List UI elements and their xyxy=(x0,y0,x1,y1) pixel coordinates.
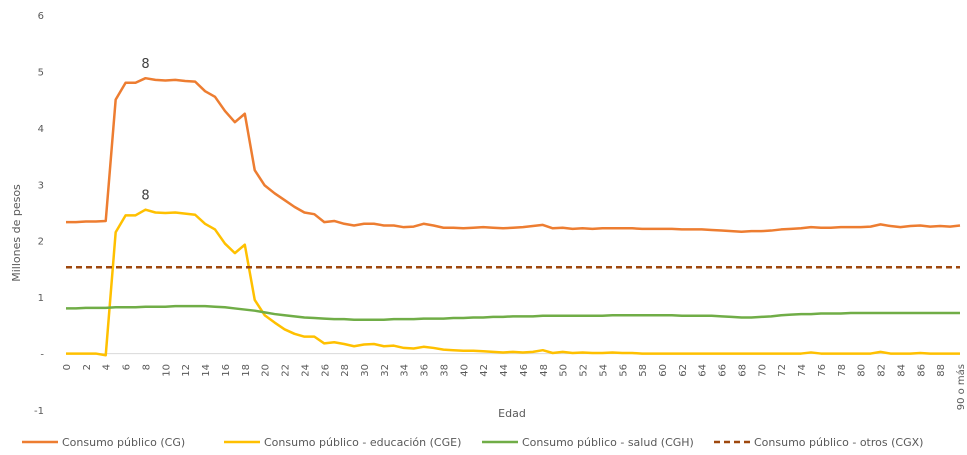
x-tick-label: 50 xyxy=(559,364,570,377)
x-tick-label: 44 xyxy=(499,364,510,377)
y-tick-label: -1 xyxy=(34,406,44,417)
y-tick-label: 6 xyxy=(38,11,44,22)
legend: Consumo público (CG) Consumo público - ed… xyxy=(22,436,923,449)
x-tick-label: 58 xyxy=(638,364,649,377)
x-tick-label: 8 xyxy=(141,364,152,370)
x-tick-label: 68 xyxy=(737,364,748,377)
x-axis-ticks: 0 2 4 6 8 10 12 14 16 18 20 22 24 26 28 30 32 34 36 38 40 42 4… xyxy=(62,364,967,410)
x-tick-label: 42 xyxy=(479,364,490,377)
x-tick-label: 54 xyxy=(598,364,609,377)
y-tick-label: 5 xyxy=(38,67,44,78)
x-tick-label: 52 xyxy=(579,364,590,377)
x-tick-label: 74 xyxy=(797,364,808,377)
x-tick-label: 32 xyxy=(380,364,391,377)
x-tick-label: 72 xyxy=(777,364,788,377)
x-tick-label: 14 xyxy=(201,364,212,377)
y-tick-label: 3 xyxy=(38,180,44,191)
data-label: 8 xyxy=(141,189,149,204)
x-tick-label: 82 xyxy=(877,364,888,377)
series-lines xyxy=(66,76,961,357)
x-tick-label: 76 xyxy=(817,364,828,377)
series-line-0 xyxy=(66,76,961,233)
x-tick-label: 24 xyxy=(300,364,311,377)
x-tick-label: 66 xyxy=(718,364,729,377)
legend-label-1: Consumo público - educación (CGE) xyxy=(264,436,461,449)
x-tick-label: 34 xyxy=(400,364,411,377)
data-labels: 88 xyxy=(141,57,149,203)
x-tick-label: 30 xyxy=(360,364,371,377)
x-tick-label: 16 xyxy=(221,364,232,377)
x-tick-label: 6 xyxy=(122,364,133,370)
legend-label-3: Consumo público - otros (CGX) xyxy=(754,436,923,449)
x-tick-label: 48 xyxy=(539,364,550,377)
x-tick-label: 62 xyxy=(678,364,689,377)
y-tick-label: 1 xyxy=(38,293,44,304)
legend-label-0: Consumo público (CG) xyxy=(62,436,185,449)
x-tick-label: 60 xyxy=(658,364,669,377)
x-tick-label: 12 xyxy=(181,364,192,377)
x-tick-label: 88 xyxy=(936,364,947,377)
y-tick-label: 4 xyxy=(38,124,44,135)
x-tick-label: 18 xyxy=(241,364,252,377)
x-tick-label: 86 xyxy=(916,364,927,377)
legend-label-2: Consumo público - salud (CGH) xyxy=(522,436,694,449)
x-tick-label: 78 xyxy=(837,364,848,377)
series-line-1 xyxy=(66,208,960,357)
x-tick-label: 22 xyxy=(281,364,292,377)
x-tick-label: 38 xyxy=(439,364,450,377)
x-tick-label: 84 xyxy=(896,364,907,377)
y-axis-title: Millones de pesos xyxy=(10,184,23,282)
data-label: 8 xyxy=(141,57,149,72)
x-tick-label: 2 xyxy=(82,364,93,370)
x-axis-title: Edad xyxy=(498,407,526,420)
x-tick-label: 4 xyxy=(102,364,113,370)
x-tick-label: 10 xyxy=(161,364,172,377)
x-tick-label: 40 xyxy=(459,364,470,377)
x-tick-label: 36 xyxy=(420,364,431,377)
x-tick-label: 70 xyxy=(757,364,768,377)
y-tick-label: 2 xyxy=(38,237,44,248)
x-tick-label: 20 xyxy=(261,364,272,377)
x-tick-label: 80 xyxy=(857,364,868,377)
x-tick-label: 90 o más xyxy=(955,364,967,410)
x-tick-label: 46 xyxy=(519,364,530,377)
x-tick-label: 26 xyxy=(320,364,331,377)
series-line-2 xyxy=(66,304,960,321)
x-tick-label: 28 xyxy=(340,364,351,377)
x-tick-label: 0 xyxy=(62,364,73,370)
x-tick-label: 56 xyxy=(618,364,629,377)
y-tick-label: - xyxy=(40,350,44,361)
x-tick-label: 64 xyxy=(698,364,709,377)
